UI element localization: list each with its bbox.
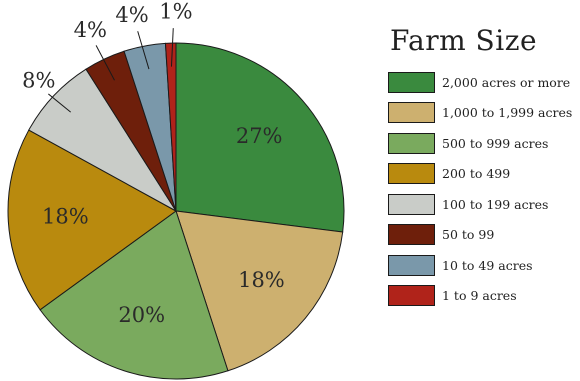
legend-label: 500 to 999 acres <box>442 135 549 151</box>
legend-swatch <box>388 193 435 215</box>
pie-slices <box>7 42 345 380</box>
legend-label: 200 to 499 <box>442 166 511 181</box>
legend-title: Farm Size <box>390 24 538 57</box>
legend-swatch <box>388 102 435 123</box>
legend-label: 1 to 9 acres <box>442 288 517 303</box>
pie-leader-line-100-to-199-acres <box>48 93 71 113</box>
pie-slice-1-to-9-acres <box>164 42 177 212</box>
pie-leader-line-10-to-49-acres <box>137 31 150 70</box>
legend-item-100-to-199-acres: 100 to 199 acres <box>388 189 578 219</box>
pie-slice-1-000-to-1-999-acres <box>175 210 344 372</box>
pie-value-labels: 27% 18% 20% 18% 8% 4% 4% 1% <box>22 0 285 327</box>
legend-label: 1,000 to 1,999 acres <box>442 105 573 120</box>
pie-value-label-1-000-to-1-999-acres: 18% <box>238 268 285 292</box>
pie-value-label-500-to-999-acres: 20% <box>118 303 165 327</box>
legend-item-50-to-99: 50 to 99 <box>388 220 578 250</box>
legend-item-1-to-9-acres: 1 to 9 acres <box>388 281 578 311</box>
pie-value-label-100-to-199-acres: 8% <box>22 68 55 92</box>
pie-slice-500-to-999-acres <box>39 210 229 380</box>
pie-slice-200-to-499 <box>7 129 177 311</box>
pie-leader-line-50-to-99 <box>95 45 115 81</box>
legend-label: 2,000 acres or more <box>442 74 571 90</box>
legend-item-500-to-999-acres: 500 to 999 acres <box>388 128 578 158</box>
legend-swatch <box>388 224 435 245</box>
pie-value-label-2-000-acres-or-more: 27% <box>236 124 283 148</box>
legend-swatch <box>388 163 435 184</box>
pie-value-label-200-to-499: 18% <box>42 204 89 228</box>
pie-slice-2-000-acres-or-more <box>175 42 345 233</box>
legend-swatch <box>388 132 435 154</box>
legend-label: 50 to 99 <box>442 227 495 242</box>
legend-label: 100 to 199 acres <box>442 196 549 212</box>
pie-leader-lines <box>48 28 174 113</box>
pie-chart-plot: 27% 18% 20% 18% 8% 4% 4% 1% <box>7 0 345 380</box>
legend: 2,000 acres or more 1,000 to 1,999 acres 5… <box>388 67 578 311</box>
legend-item-200-to-499: 200 to 499 <box>388 159 578 189</box>
legend-swatch <box>388 71 435 93</box>
legend-item-1-000-to-1-999-acres: 1,000 to 1,999 acres <box>388 98 578 128</box>
pie-value-label-10-to-49-acres: 4% <box>115 3 148 27</box>
legend-swatch <box>388 254 435 276</box>
pie-value-label-50-to-99: 4% <box>74 18 107 42</box>
pie-leader-line-1-to-9-acres <box>170 28 174 67</box>
legend-label: 10 to 49 acres <box>442 257 533 273</box>
legend-item-2-000-acres-or-more: 2,000 acres or more <box>388 67 578 97</box>
legend-swatch <box>388 285 435 306</box>
pie-value-label-1-to-9-acres: 1% <box>159 0 192 24</box>
legend-item-10-to-49-acres: 10 to 49 acres <box>388 250 578 280</box>
